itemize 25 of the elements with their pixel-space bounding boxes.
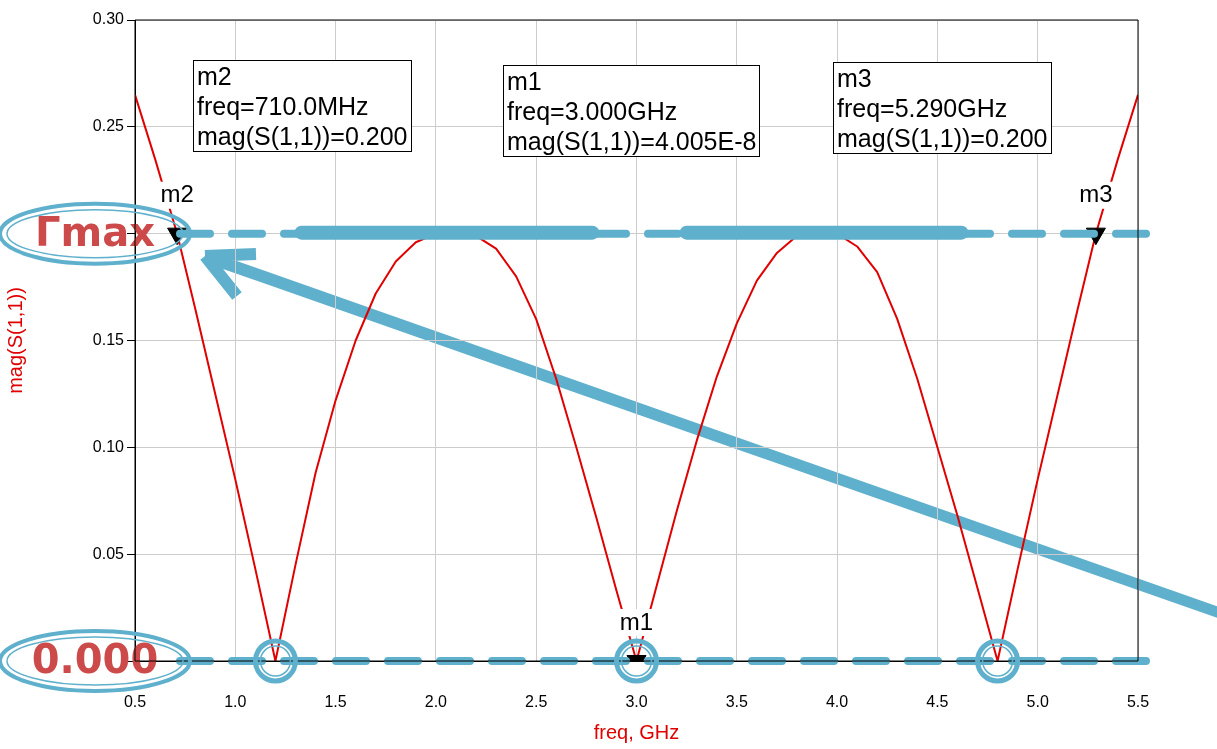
y-tick-label: 0.15	[92, 330, 125, 348]
y-axis-title: mag(S(1,1))	[3, 287, 26, 394]
annotation: m2 freq=710.0MHz mag(S(1,1))=0.200	[193, 60, 412, 152]
x-tick-label: 5.5	[1126, 693, 1150, 711]
x-tick-label: 3.0	[625, 693, 648, 711]
y-tick-label: 0.10	[92, 437, 125, 455]
x-tick-label: 2.5	[525, 693, 548, 711]
annotation: m1	[619, 607, 654, 635]
annotation: m2	[160, 180, 194, 208]
x-axis-title: freq, GHz	[593, 720, 680, 743]
annotation: m3	[1079, 180, 1113, 208]
x-tick-label: 3.5	[725, 693, 749, 711]
x-tick-label: 1.5	[324, 693, 347, 711]
y-tick-label: 0.25	[92, 117, 125, 135]
x-tick-label: 0.5	[123, 693, 147, 711]
x-tick-label: 4.5	[926, 693, 949, 711]
x-tick-label: 5.0	[1026, 693, 1049, 711]
annotation: m1 freq=3.000GHz mag(S(1,1))=4.005E-8	[503, 65, 761, 157]
x-tick-label: 2.0	[424, 693, 448, 711]
x-tick-label: 1.0	[224, 693, 247, 711]
y-tick-label: 0.05	[92, 544, 125, 562]
ref-line-label: 0.000	[31, 636, 159, 683]
y-tick-label: 0.30	[92, 10, 125, 28]
annotation: m3 freq=5.290GHz mag(S(1,1))=0.200	[833, 62, 1052, 154]
x-tick-label: 4.0	[825, 693, 849, 711]
